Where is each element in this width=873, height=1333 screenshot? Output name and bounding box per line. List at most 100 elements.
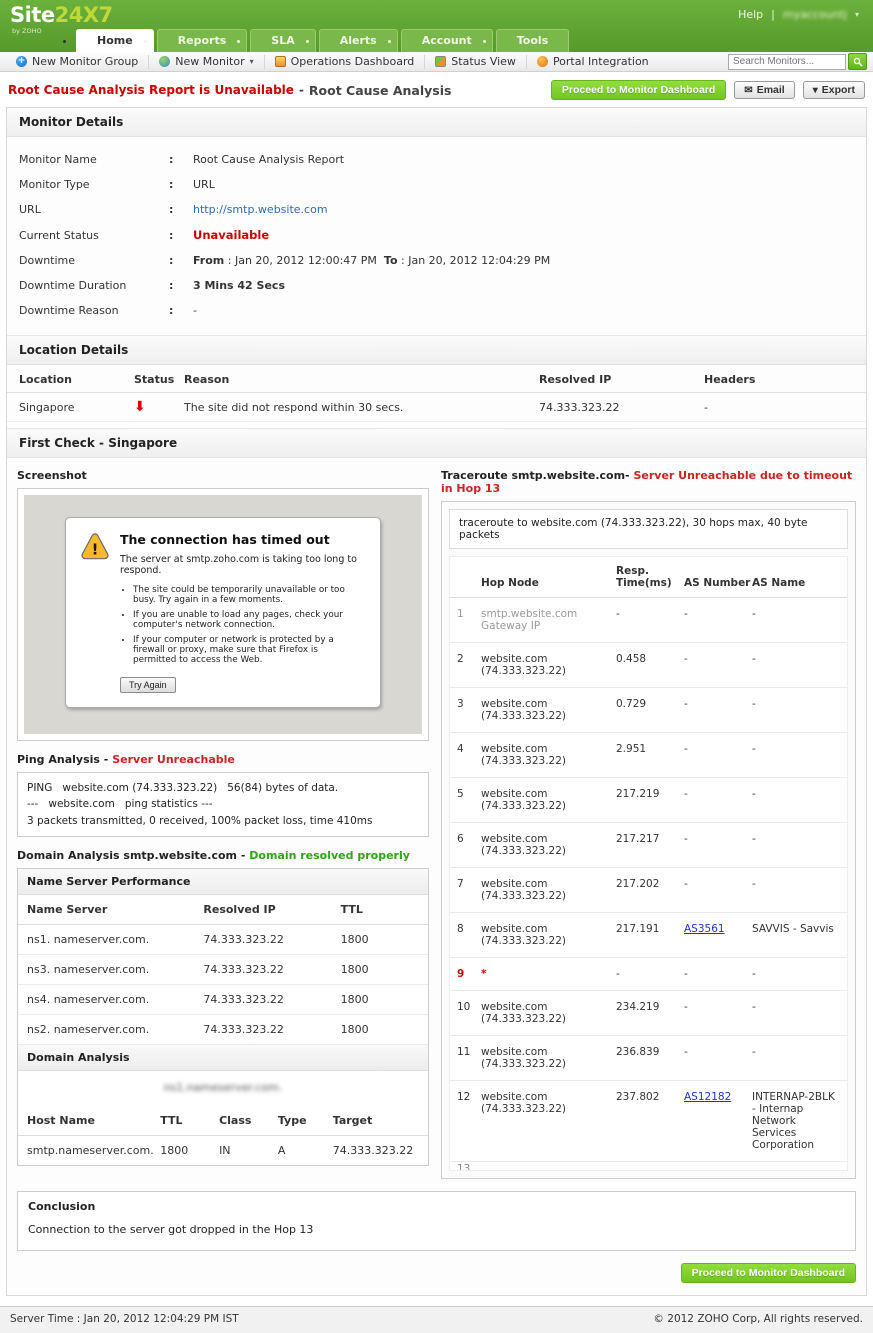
export-button[interactable]: ▾ Export — [802, 81, 865, 99]
title-actions: Proceed to Monitor Dashboard ✉ Email ▾ Exp… — [550, 80, 865, 100]
ping-analysis-heading: Ping Analysis - Server Unreachable — [17, 753, 429, 766]
tab-sla[interactable]: SLA — [250, 29, 316, 52]
tab-alerts[interactable]: Alerts — [318, 29, 398, 52]
export-dropdown-icon: ▾ — [812, 84, 818, 96]
ping-status-text: Server Unreachable — [112, 753, 235, 766]
toolbar-item-label: Status View — [451, 55, 516, 68]
nameserver-table: Name Server Resolved IP TTL ns1. nameserve… — [18, 895, 428, 1045]
location-details-table: Location Status Reason Resolved IP Headers … — [7, 365, 866, 429]
first-check-right-column: Traceroute smtp.website.com- Server Unre… — [441, 466, 856, 1179]
tab-tools[interactable]: Tools — [495, 29, 570, 52]
screenshot-image: ! The connection has timed out The serve… — [24, 495, 422, 734]
detail-value: Unavailable — [193, 228, 269, 242]
toolbar-item-portal-integration[interactable]: Portal Integration — [527, 55, 659, 69]
conclusion-text: Connection to the server got dropped in … — [28, 1223, 314, 1236]
monitor-url-link[interactable]: http://smtp.website.com — [193, 203, 328, 216]
error-subtitle: The server at smtp.zoho.com is taking to… — [120, 554, 357, 576]
detail-value: - — [193, 304, 197, 317]
ping-output: PING website.com (74.333.323.22) 56(84) … — [17, 772, 429, 837]
traceroute-status-text: Server Unreachable due to timeout in Hop… — [441, 469, 853, 495]
toolbar-items: + New Monitor Group New Monitor ▾ Operat… — [6, 54, 659, 69]
error-bullet: If you are unable to load any pages, che… — [133, 610, 364, 630]
title-bar: Root Cause Analysis Report is Unavailabl… — [0, 72, 873, 107]
toolbar-item-operations-dashboard[interactable]: Operations Dashboard — [265, 54, 426, 69]
search-input[interactable] — [728, 53, 846, 70]
traceroute-row: 8 website.com (74.333.323.22) 217.191 AS35… — [450, 913, 847, 958]
tab-account[interactable]: Account — [400, 29, 493, 52]
title-separator: - — [298, 83, 304, 97]
page-title: Root Cause Analysis — [308, 82, 452, 98]
help-link[interactable]: Help — [738, 8, 764, 21]
first-check-heading: First Check - Singapore — [7, 429, 866, 458]
nameserver-table-row: ns4. nameserver.com. 74.333.323.22 1800 — [18, 985, 428, 1015]
domain-heading-text: Domain Analysis smtp.website.com — [17, 848, 237, 862]
ping-heading-text: Ping Analysis — [17, 753, 100, 766]
status-down-arrow-icon: ⬇ — [134, 399, 146, 415]
chevron-down-icon: ▾ — [249, 57, 254, 66]
logo-site-text: Site — [10, 3, 55, 27]
detail-colon: : — [169, 304, 174, 317]
portal-icon — [536, 56, 548, 67]
screenshot-panel: ! The connection has timed out The serve… — [17, 488, 429, 741]
traceroute-row: 13 — [457, 1163, 471, 1170]
conclusion-panel: Conclusion Connection to the server got … — [17, 1191, 856, 1251]
detail-colon: : — [169, 279, 174, 292]
monitor-details: Monitor Name : Root Cause Analysis Repor… — [7, 137, 866, 336]
error-bullet-list: The site could be temporarily unavailabl… — [133, 585, 364, 665]
dashboard-icon — [274, 56, 286, 67]
ping-heading-dash: - — [103, 753, 109, 766]
traceroute-row: 6 website.com (74.333.323.22) 217.217- - — [450, 823, 847, 868]
toolbar-item-label: New Monitor — [175, 55, 245, 68]
toolbar-item-label: Operations Dashboard — [290, 55, 415, 68]
monitor-details-heading: Monitor Details — [7, 108, 866, 137]
monitor-detail-row: Downtime Duration : 3 Mins 42 Secs — [19, 273, 854, 298]
toolbar-item-new-monitor-group[interactable]: + New Monitor Group — [6, 54, 150, 69]
location-table-row: Singapore ⬇ The site did not respond wit… — [7, 393, 866, 422]
detail-colon: : — [169, 178, 174, 191]
email-button[interactable]: ✉ Email — [734, 81, 795, 99]
monitor-detail-row: Monitor Type : URL — [19, 172, 854, 197]
header-separator: | — [771, 8, 775, 21]
host-table: Host Name TTL Class Type Target smtp.namese… — [18, 1106, 428, 1165]
traceroute-row: 10 website.com (74.333.323.22) 234.219- - — [450, 991, 847, 1036]
as-number-link[interactable]: AS12182 — [684, 1091, 732, 1103]
domain-analysis-heading: Domain Analysis smtp.website.com - Domai… — [17, 849, 429, 862]
toolbar: + New Monitor Group New Monitor ▾ Operat… — [0, 52, 873, 72]
traceroute-heading: Traceroute smtp.website.com- Server Unre… — [441, 469, 856, 495]
try-again-button[interactable]: Try Again — [120, 677, 176, 693]
detail-colon: : — [169, 254, 174, 267]
error-dialog-body: The connection has timed out The server … — [120, 532, 364, 693]
proceed-dashboard-button-bottom[interactable]: Proceed to Monitor Dashboard — [680, 1263, 856, 1283]
search-button[interactable] — [848, 53, 867, 70]
traceroute-row: 12 website.com (74.333.323.22) 237.802 AS1… — [450, 1081, 847, 1162]
detail-label: Monitor Name — [19, 153, 97, 166]
host-table-row: smtp.nameserver.com. 1800 IN A 74.333.323.2… — [27, 1143, 414, 1157]
first-check-columns: Screenshot ! The connection has timed ou… — [7, 458, 866, 1189]
chevron-down-icon[interactable]: ▾ — [854, 10, 859, 19]
traceroute-row: 9 * --- — [450, 958, 847, 991]
tab-reports[interactable]: Reports — [156, 29, 248, 52]
toolbar-item-status-view[interactable]: Status View — [425, 54, 527, 69]
nameserver-table-row: ns1. nameserver.com. 74.333.323.22 1800 — [18, 925, 428, 955]
export-button-label: Export — [821, 84, 855, 96]
svg-text:!: ! — [92, 540, 99, 558]
toolbar-item-new-monitor[interactable]: New Monitor ▾ — [149, 54, 265, 69]
nameserver-table-row: ns3. nameserver.com. 74.333.323.22 1800 — [18, 955, 428, 985]
domain-analysis-subheading: Domain Analysis — [18, 1044, 428, 1071]
as-number-link[interactable]: AS3561 — [684, 923, 725, 935]
account-menu[interactable]: myaccountj — [782, 8, 847, 21]
traceroute-row: 5 website.com (74.333.323.22) 217.219- - — [450, 778, 847, 823]
monitor-detail-row: Downtime Reason : - — [19, 298, 854, 323]
app-header: Site24X7 by ZOHO Help | myaccountj ▾ Hom… — [0, 0, 873, 52]
error-bullet: The site could be temporarily unavailabl… — [133, 585, 364, 605]
proceed-dashboard-button-top[interactable]: Proceed to Monitor Dashboard — [550, 80, 727, 100]
traceroute-summary: traceroute to website.com (74.333.323.22… — [449, 509, 848, 549]
traceroute-panel: traceroute to website.com (74.333.323.22… — [441, 501, 856, 1179]
nameserver-performance-heading: Name Server Performance — [18, 868, 428, 895]
traceroute-row: 1 smtp.website.com Gateway IP --- — [450, 598, 847, 643]
tab-home[interactable]: Home — [76, 29, 154, 52]
detail-colon: : — [169, 153, 174, 166]
detail-label: Downtime — [19, 254, 76, 267]
search-monitors — [728, 53, 867, 70]
globe-icon — [159, 56, 171, 67]
